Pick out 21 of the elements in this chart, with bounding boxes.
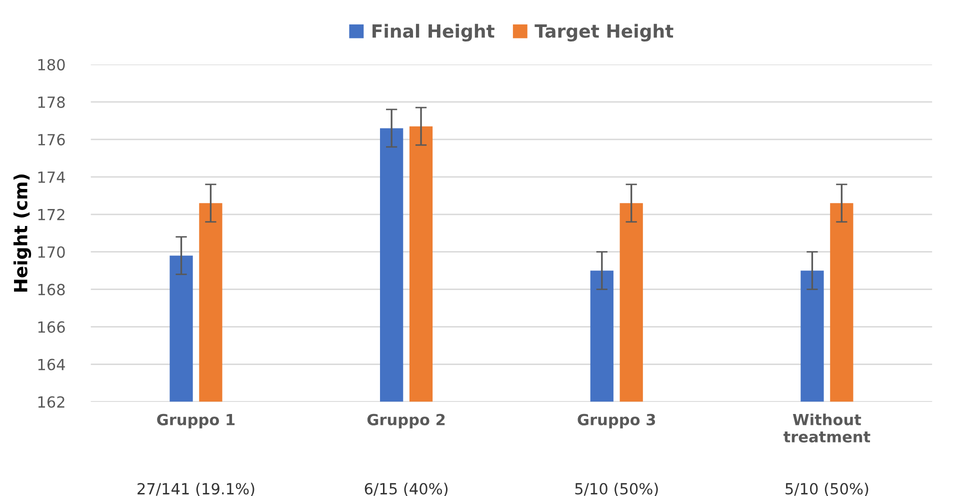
x-tick-label: Gruppo 2 xyxy=(367,414,445,428)
legend-label: Final Height xyxy=(372,24,494,42)
text: 5/10 (50%) xyxy=(575,482,658,496)
legend-label: Target Height xyxy=(534,24,674,42)
x-tick-label: Gruppo 1 xyxy=(157,414,235,428)
y-tick-label: 180 xyxy=(38,58,65,70)
y-tick-label: 166 xyxy=(38,321,65,333)
text: 5/10 (50%) xyxy=(786,482,868,496)
y-tick-label: 178 xyxy=(38,96,65,108)
x-tick-label: Without treatment xyxy=(784,414,870,442)
y-tick-label: 174 xyxy=(38,172,65,183)
y-tick-label: 162 xyxy=(38,396,64,408)
y-tick-label: 170 xyxy=(38,246,65,258)
y-tick-label: 164 xyxy=(38,358,65,370)
text: 6/15 (40%) xyxy=(364,482,448,496)
x-tick-label: Gruppo 3 xyxy=(578,414,656,428)
y-axis-title: Height (cm) xyxy=(13,174,32,292)
y-tick-label: 168 xyxy=(38,284,65,296)
y-tick-label: 176 xyxy=(38,134,65,146)
text: 27/141 (19.1%) xyxy=(138,482,254,496)
y-tick-label: 172 xyxy=(38,208,64,220)
